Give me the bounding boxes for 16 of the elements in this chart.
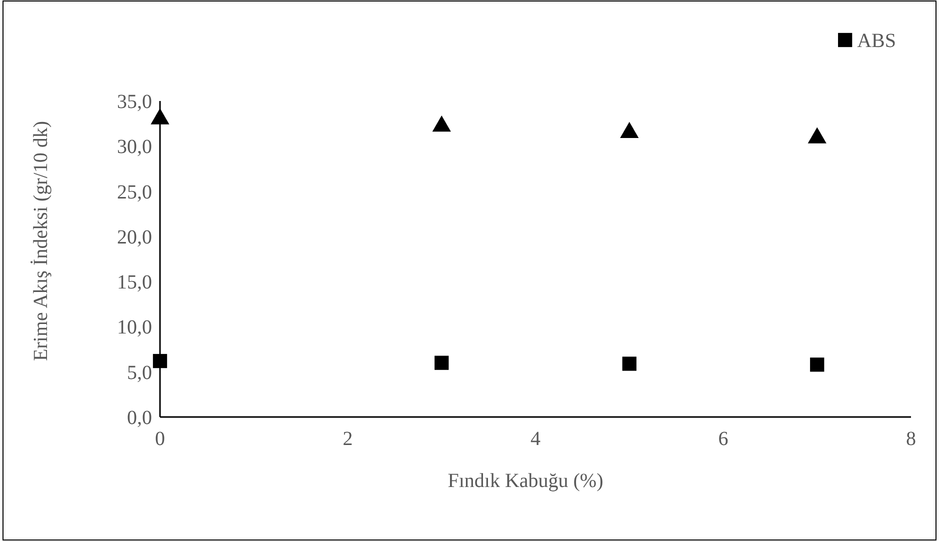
y-tick-label: 20,0 [117, 226, 152, 248]
x-tick-label: 6 [718, 428, 728, 450]
x-axis-title: Fındık Kabuğu (%) [448, 470, 604, 492]
y-tick-label: 10,0 [117, 316, 152, 339]
x-tick-label: 4 [530, 428, 540, 450]
y-tick-label: 0,0 [127, 407, 152, 429]
x-tick-label: 8 [906, 428, 916, 450]
y-tick-label: 30,0 [117, 136, 152, 158]
x-tick-label: 2 [342, 428, 353, 450]
y-tick-label: 15,0 [117, 272, 152, 294]
y-tick-label: 35,0 [117, 91, 152, 113]
y-axis-title: Erime Akış İndeksi (gr/10 dk) [30, 121, 52, 361]
y-tick-label: 25,0 [117, 181, 152, 204]
legend-label: ABS [857, 30, 896, 52]
x-tick-label: 0 [155, 428, 165, 450]
y-tick-label: 5,0 [127, 362, 152, 384]
